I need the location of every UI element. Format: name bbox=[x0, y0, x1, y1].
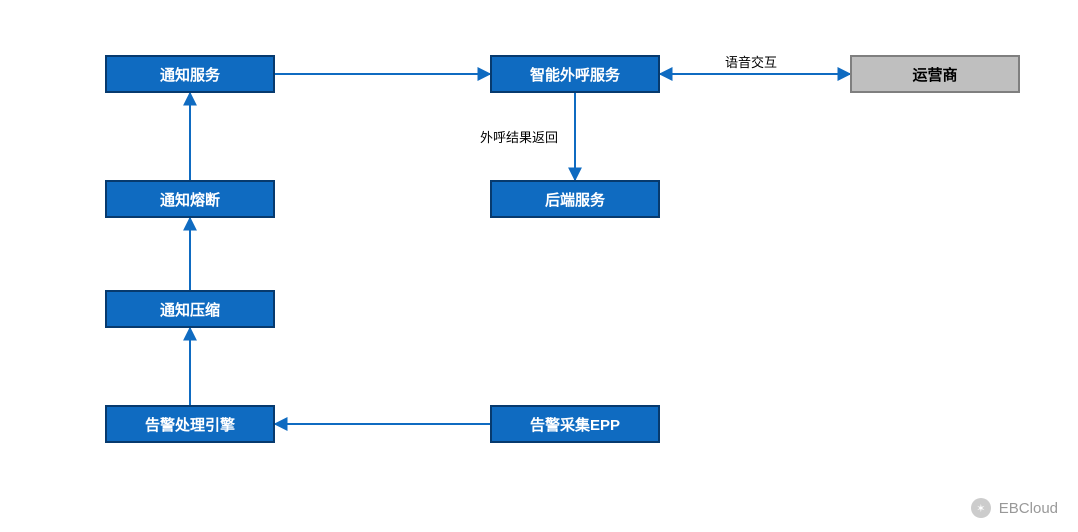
node-backend_service: 后端服务 bbox=[490, 180, 660, 218]
node-alarm_collect: 告警采集EPP bbox=[490, 405, 660, 443]
wechat-icon: ✶ bbox=[971, 498, 991, 518]
node-carrier: 运营商 bbox=[850, 55, 1020, 93]
edge-label-outbound_service-backend_service: 外呼结果返回 bbox=[480, 127, 558, 146]
node-alarm_engine: 告警处理引擎 bbox=[105, 405, 275, 443]
watermark-text: EBCloud bbox=[999, 500, 1058, 517]
node-notify_service: 通知服务 bbox=[105, 55, 275, 93]
node-outbound_service: 智能外呼服务 bbox=[490, 55, 660, 93]
node-notify_compress: 通知压缩 bbox=[105, 290, 275, 328]
node-notify_break: 通知熔断 bbox=[105, 180, 275, 218]
edge-label-outbound_service-carrier: 语音交互 bbox=[725, 52, 777, 71]
watermark: ✶ EBCloud bbox=[971, 498, 1058, 518]
